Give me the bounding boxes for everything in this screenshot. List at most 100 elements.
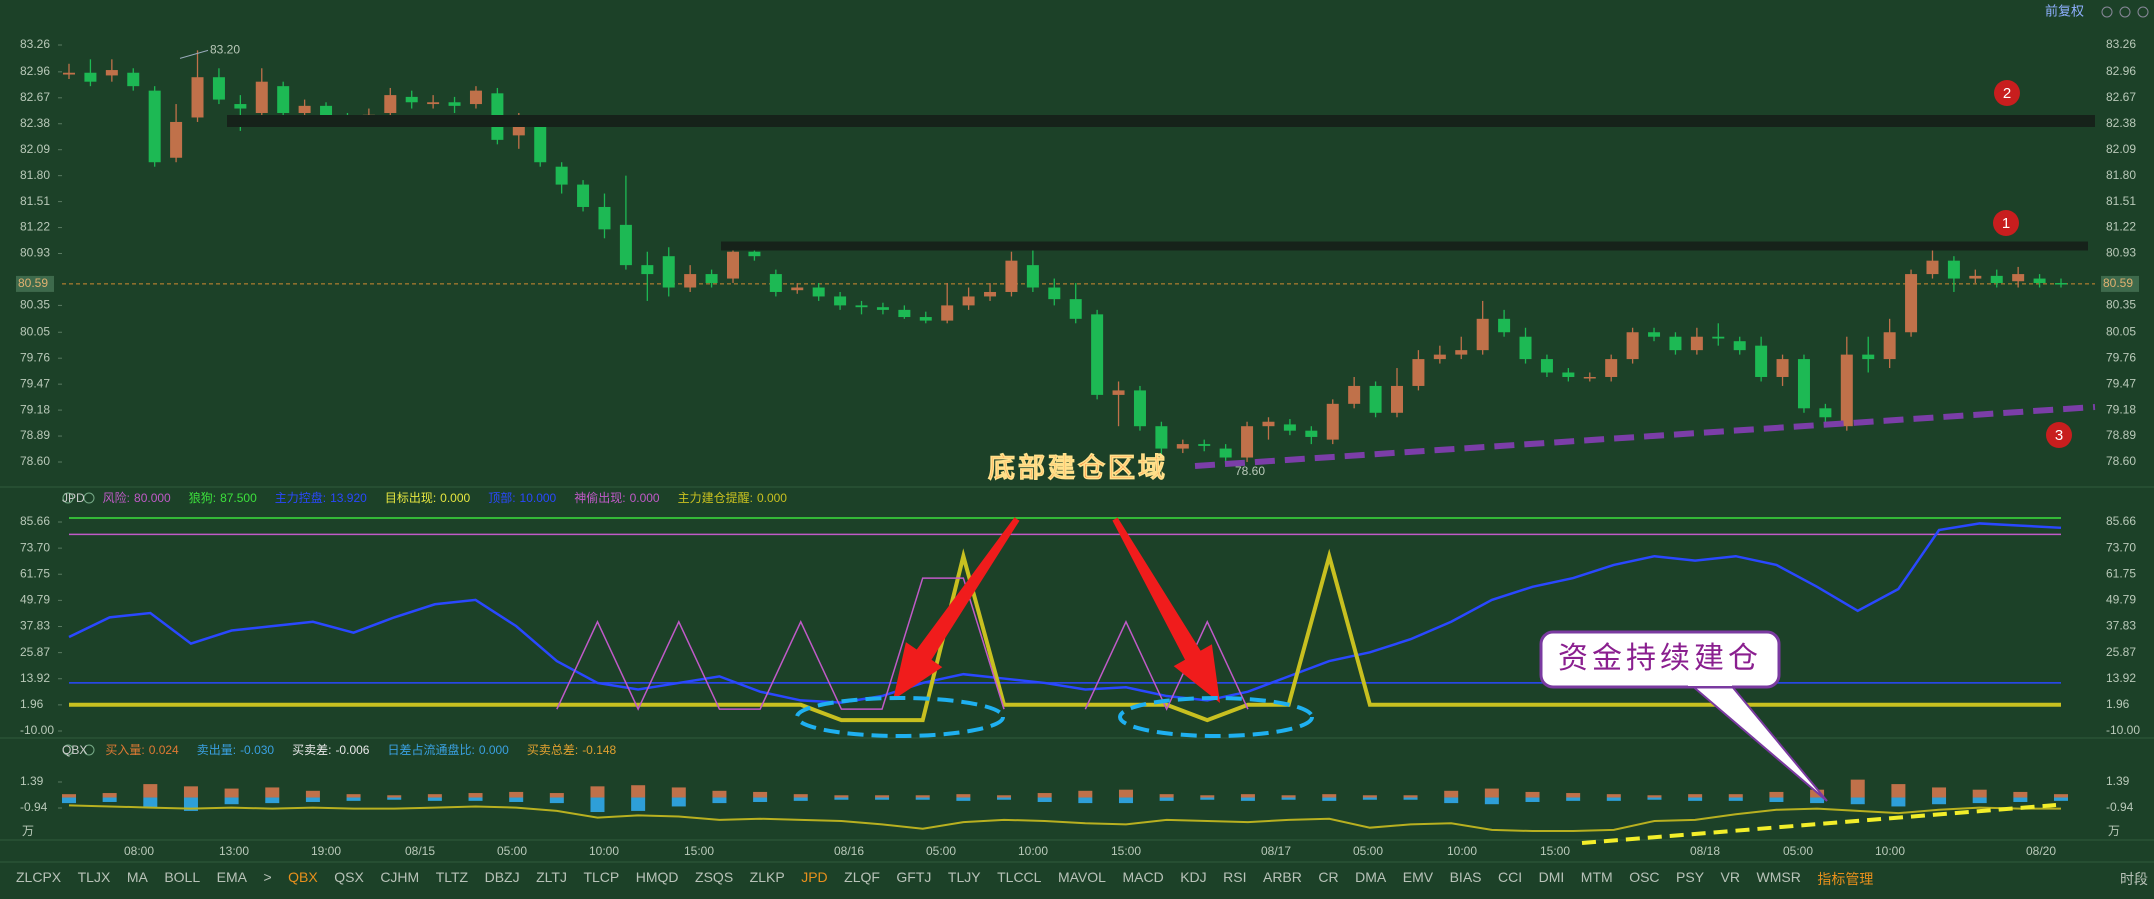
indicator-tab[interactable]: MTM xyxy=(1580,869,1613,885)
candle-body xyxy=(812,287,825,297)
header-value: 10.000 xyxy=(519,491,557,505)
indicator-tab[interactable]: QSX xyxy=(334,869,364,885)
indicator-tab[interactable]: CJHM xyxy=(380,869,420,885)
icon[interactable] xyxy=(2137,6,2149,18)
candle-body xyxy=(1562,372,1575,377)
indicator-tab[interactable]: BOLL xyxy=(164,869,201,885)
period-button[interactable]: 时段 xyxy=(2120,871,2148,887)
indicator-tab[interactable]: KDJ xyxy=(1180,869,1207,885)
candle-body xyxy=(2012,274,2025,282)
icon[interactable] xyxy=(2119,6,2131,18)
indicator-tab[interactable]: ZLTJ xyxy=(536,869,567,885)
gear-icon[interactable] xyxy=(62,492,74,504)
indicator-name[interactable]: JPD xyxy=(62,490,85,505)
flow-bar xyxy=(1037,793,1052,798)
indicator-tab[interactable]: RSI xyxy=(1223,869,1247,885)
flow-bar xyxy=(793,794,808,798)
candle-body xyxy=(1369,385,1382,413)
zone-ellipse xyxy=(1118,696,1314,738)
flow-bar xyxy=(590,786,605,798)
indicator-tab[interactable]: CR xyxy=(1318,869,1339,885)
flow-bar xyxy=(143,784,158,798)
indicator-tab[interactable]: HMQD xyxy=(635,869,679,885)
indicator-tab[interactable]: CCI xyxy=(1498,869,1523,885)
y-tick-label: 61.75 xyxy=(2106,566,2136,580)
y-tick-label: 80.93 xyxy=(2106,246,2136,260)
candle-body xyxy=(320,105,333,118)
adjust-mode[interactable]: 前复权 xyxy=(2045,3,2084,18)
header-name: 卖出量: xyxy=(196,743,237,757)
candle-body xyxy=(641,265,654,275)
flow-bar xyxy=(549,797,564,804)
indicator-tab[interactable]: DMI xyxy=(1538,869,1565,885)
indicator-tab[interactable]: ZLKP xyxy=(749,869,785,885)
flow-bar xyxy=(1566,793,1581,798)
indicator-tab[interactable]: QBX xyxy=(288,869,318,885)
flow-bar xyxy=(1484,788,1499,798)
flow-bar xyxy=(1932,797,1947,805)
indicator-tab[interactable]: TLJY xyxy=(947,869,981,885)
candle-body xyxy=(876,307,889,310)
y-tick-label: 82.38 xyxy=(2106,116,2136,130)
indicator-tab[interactable]: DMA xyxy=(1355,869,1387,885)
flow-bar xyxy=(427,797,442,801)
close-icon[interactable] xyxy=(83,744,95,756)
y-tick-label: 82.09 xyxy=(20,142,50,156)
flow-bar xyxy=(631,797,646,811)
indicator-tab[interactable]: WMSR xyxy=(1756,869,1801,885)
indicator-tab[interactable]: PSY xyxy=(1676,869,1705,885)
indicator-tab[interactable]: EMA xyxy=(216,869,247,885)
zone-label: 底部建仓区域 xyxy=(988,452,1168,483)
indicator-tab[interactable]: TLCP xyxy=(583,869,620,885)
indicator-tab[interactable]: MA xyxy=(126,869,148,885)
indicator-tab[interactable]: TLTZ xyxy=(435,869,469,885)
indicator-tab[interactable]: ZLQF xyxy=(844,869,880,885)
y-tick-label: 13.92 xyxy=(2106,671,2136,685)
indicator-tab[interactable]: TLCCL xyxy=(997,869,1042,885)
candle-body xyxy=(127,72,140,87)
indicator-tab[interactable]: JPD xyxy=(801,869,828,885)
indicator-tab[interactable]: ARBR xyxy=(1262,869,1302,885)
flow-bar xyxy=(224,797,239,805)
icon[interactable] xyxy=(2101,6,2113,18)
y-tick-label: 78.60 xyxy=(2106,454,2136,468)
unit-label: 万 xyxy=(22,824,34,838)
close-icon[interactable] xyxy=(83,492,95,504)
y-tick-label: 79.18 xyxy=(20,402,50,416)
flow-bar xyxy=(183,786,198,798)
x-tick-label: 08/16 xyxy=(834,844,864,858)
candle-body xyxy=(234,104,247,109)
indicator-tab[interactable]: EMV xyxy=(1402,869,1434,885)
candle-body xyxy=(1476,318,1489,351)
indicator-tab[interactable]: MAVOL xyxy=(1057,869,1106,885)
candle-body xyxy=(1198,444,1211,446)
indicator-tab[interactable]: OSC xyxy=(1629,869,1660,885)
low-label: 78.60 xyxy=(1235,464,1265,478)
indicator-tab[interactable]: VR xyxy=(1720,869,1740,885)
x-tick-label: 05:00 xyxy=(926,844,956,858)
flow-bar xyxy=(346,797,361,801)
flow-bar xyxy=(1322,794,1337,798)
indicator-name[interactable]: QBX xyxy=(62,742,88,757)
flow-bar xyxy=(346,794,361,798)
candle-body xyxy=(1005,260,1018,292)
indicator-tab[interactable]: MACD xyxy=(1122,869,1164,885)
indicator-tab[interactable]: DBZJ xyxy=(484,869,520,885)
indicator-tab[interactable]: 指标管理 xyxy=(1817,871,1874,887)
indicator-tab[interactable]: GFTJ xyxy=(896,869,932,885)
indicator-tab[interactable]: BIAS xyxy=(1449,869,1482,885)
indicator-tab[interactable]: ZSQS xyxy=(695,869,734,885)
indicator-line xyxy=(1084,619,1249,711)
flow-bar xyxy=(1484,797,1499,805)
indicator-tab[interactable]: > xyxy=(263,869,272,885)
flow-bar xyxy=(265,787,280,798)
price-tag xyxy=(16,275,54,292)
header-item: 日差占流通盘比: 0.000 xyxy=(387,741,508,758)
indicator-tab[interactable]: TLJX xyxy=(77,869,111,885)
candle-body xyxy=(191,77,204,118)
flow-line xyxy=(68,804,2061,833)
flow-bar xyxy=(387,795,402,798)
gear-icon[interactable] xyxy=(62,744,74,756)
header-name: 风险: xyxy=(102,491,131,505)
indicator-tab[interactable]: ZLCPX xyxy=(16,869,62,885)
